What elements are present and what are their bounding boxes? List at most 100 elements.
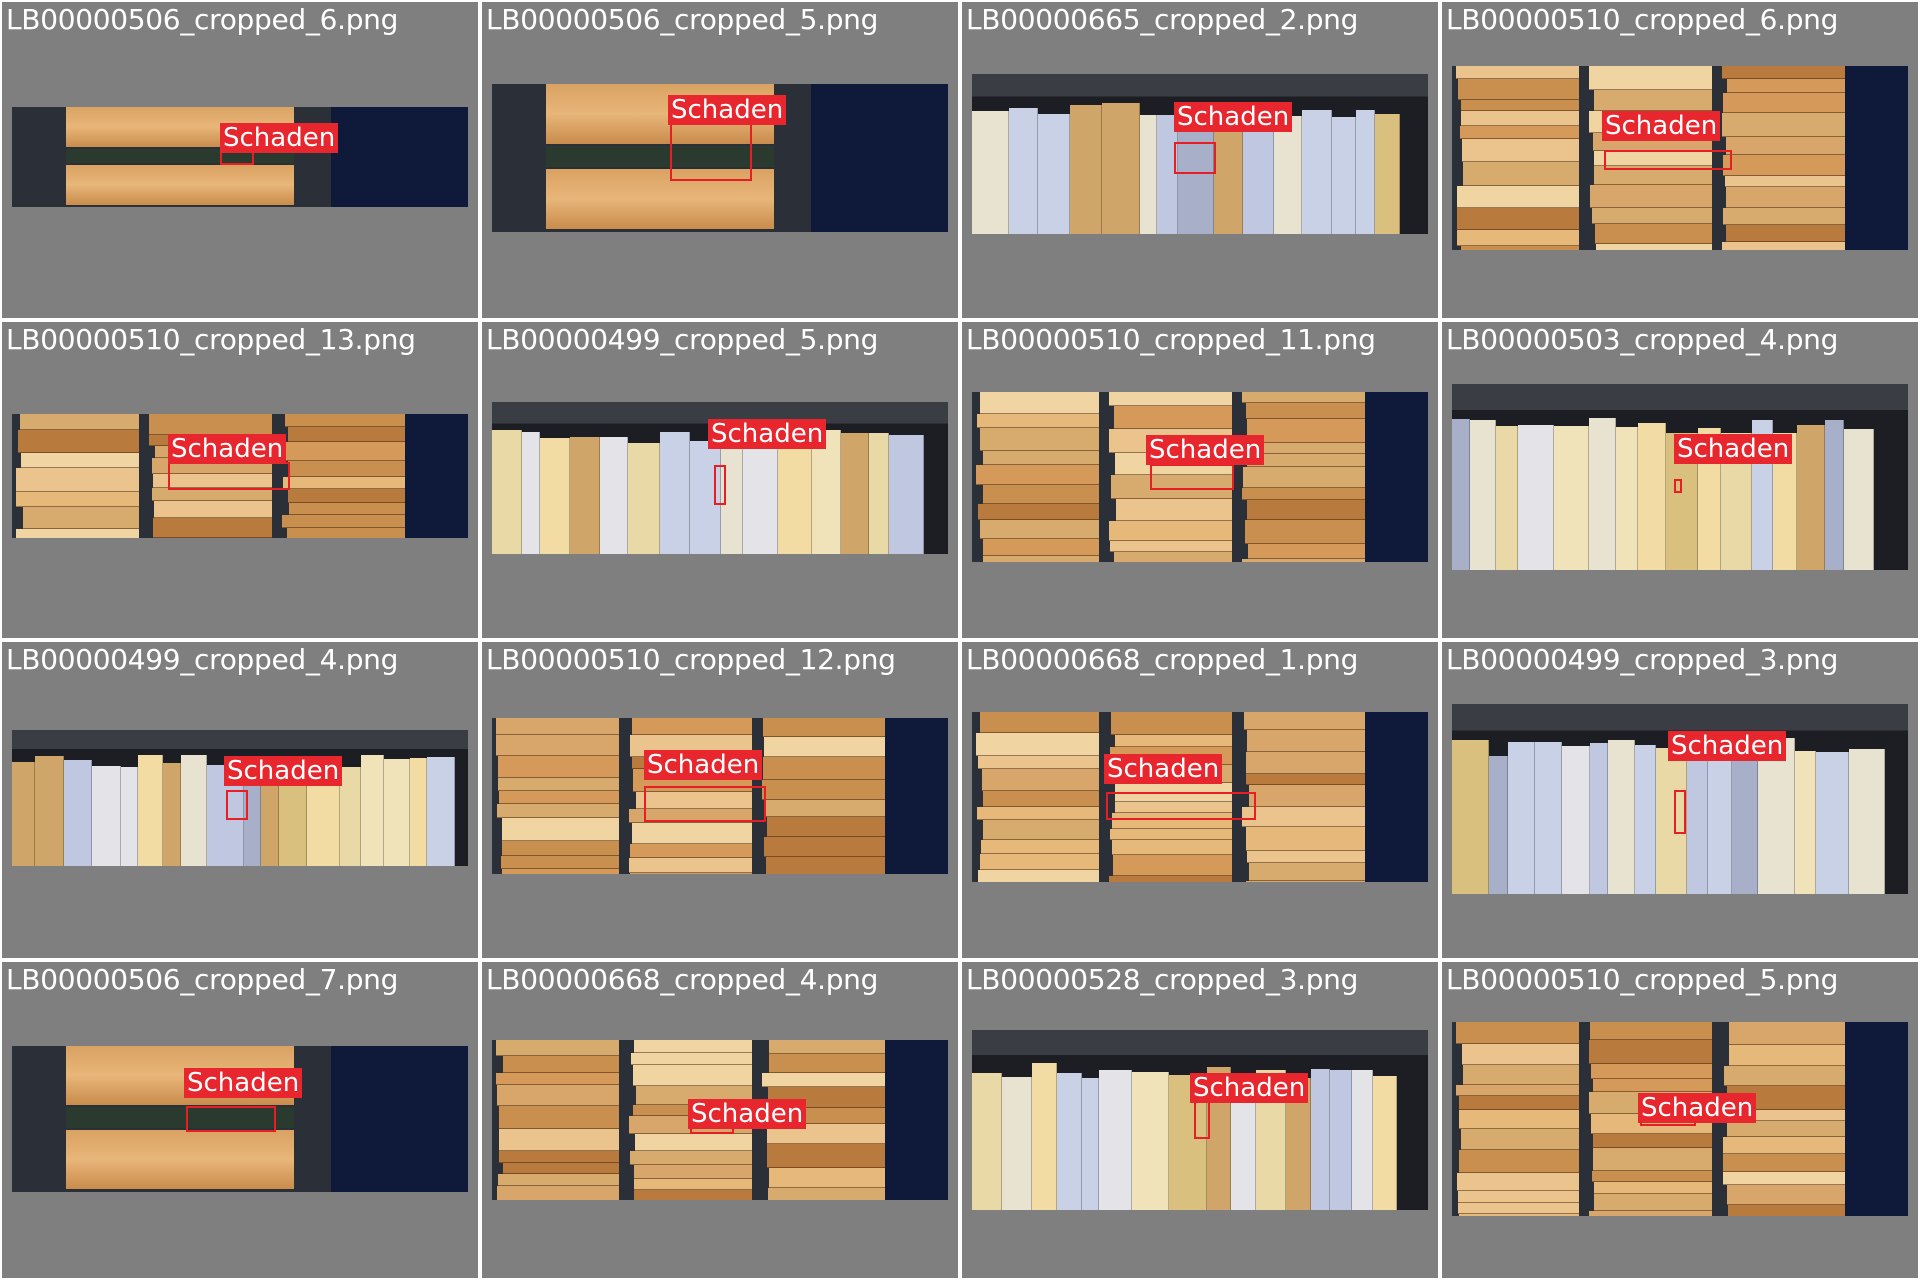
book-stack-item: [1594, 151, 1712, 166]
book-stack-item: [1724, 1066, 1845, 1086]
image-tile[interactable]: LB00000528_cropped_3.png Schaden: [962, 962, 1438, 1278]
book-stack-item: [1458, 1203, 1579, 1214]
book-stack-item: [976, 465, 1099, 485]
book-stack-item: [21, 453, 139, 468]
book-stack-item: [977, 414, 1099, 428]
book-stack-item: [762, 780, 885, 800]
book-stack-item: [1593, 1079, 1712, 1092]
book-spine: [12, 762, 35, 866]
book-spine: [1656, 748, 1687, 894]
book-stack-item: [1116, 499, 1232, 521]
book-stack-item: [1248, 544, 1365, 559]
image-tile[interactable]: LB00000499_cropped_5.png Schaden: [482, 322, 958, 638]
book-stack-item: [1247, 730, 1365, 752]
book-spine: [64, 760, 92, 866]
book-spine: [600, 437, 628, 554]
book-spine: [889, 435, 924, 554]
image-tile[interactable]: LB00000510_cropped_12.png Schaden: [482, 642, 958, 958]
book-block: [66, 1107, 294, 1128]
image-tile[interactable]: LB00000510_cropped_11.png Schaden: [962, 322, 1438, 638]
book-stack-item: [1457, 186, 1579, 208]
book-stack-item: [629, 858, 752, 873]
image-tile[interactable]: LB00000510_cropped_5.png Schaden: [1442, 962, 1918, 1278]
book-stack-item: [18, 430, 139, 453]
image-tile[interactable]: LB00000503_cropped_4.png Schaden: [1442, 322, 1918, 638]
book-stack-item: [1109, 876, 1232, 882]
book-stack-item: [1723, 1154, 1845, 1172]
book-stack-item: [980, 428, 1099, 451]
image-tile[interactable]: LB00000668_cropped_4.png Schaden: [482, 962, 958, 1278]
image-tile[interactable]: LB00000506_cropped_5.png Schaden: [482, 2, 958, 318]
image-tile[interactable]: LB00000665_cropped_2.png Schaden: [962, 2, 1438, 318]
book-spine: [1102, 103, 1140, 234]
tile-filename: LB00000510_cropped_13.png: [6, 323, 416, 356]
book-stack-item: [1460, 126, 1579, 139]
book-stack-item: [633, 1065, 752, 1086]
book-spine: [628, 443, 660, 554]
book-stack-item: [1112, 813, 1232, 829]
image-tile[interactable]: LB00000510_cropped_13.png Schaden: [2, 322, 478, 638]
book-spine: [1375, 114, 1400, 234]
book-spine: [522, 432, 540, 554]
image-tile[interactable]: LB00000510_cropped_6.png Schaden: [1442, 2, 1918, 318]
book-spine: [1082, 1078, 1099, 1210]
book-stack-item: [1458, 1191, 1579, 1203]
book-stack-item: [1456, 1085, 1579, 1096]
book-stack-item: [632, 718, 752, 735]
book-spine: [427, 757, 455, 866]
image-tile[interactable]: LB00000506_cropped_7.png Schaden: [2, 962, 478, 1278]
book-stack-item: [288, 461, 405, 477]
book-stack-item: [502, 841, 619, 856]
image-tile[interactable]: LB00000499_cropped_4.png Schaden: [2, 642, 478, 958]
book-stack-item: [634, 1179, 752, 1190]
book-stack-item: [983, 485, 1099, 504]
book-spine: [1590, 743, 1608, 894]
book-spine: [1708, 739, 1732, 894]
book-stack-item: [285, 414, 405, 427]
book-stack-item: [1249, 443, 1365, 454]
detection-box: [1106, 792, 1256, 820]
book-spine: [35, 756, 64, 866]
book-stack-item: [497, 1186, 619, 1200]
book-stack-item: [1242, 392, 1365, 403]
book-stack-item: [1243, 467, 1365, 488]
book-spine: [743, 435, 778, 554]
detection-box: [1674, 790, 1686, 834]
book-spine: [361, 755, 384, 866]
book-stack-item: [496, 1073, 619, 1085]
book-spine: [1732, 743, 1758, 894]
book-stack-item: [149, 414, 272, 435]
book-stack-item: [976, 733, 1099, 756]
book-stack-item: [501, 856, 619, 869]
book-stack-item: [1242, 488, 1365, 500]
book-stack-item: [496, 735, 619, 756]
detection-label: Schaden: [644, 750, 763, 780]
book-spine: [1311, 1069, 1330, 1210]
book-stack-item: [502, 869, 619, 874]
book-spine: [1554, 426, 1589, 570]
book-stack-item: [154, 501, 272, 518]
book-stack-item: [634, 1165, 752, 1179]
book-stack-item: [630, 844, 752, 858]
book-spine: [340, 767, 361, 866]
book-stack-item: [1109, 392, 1232, 406]
book-stack-item: [1726, 137, 1845, 155]
book-stack-item: [1725, 176, 1845, 187]
book-stack-item: [16, 492, 139, 507]
image-tile[interactable]: LB00000499_cropped_3.png Schaden: [1442, 642, 1918, 958]
book-spine: [812, 430, 841, 554]
book-spine: [181, 755, 207, 866]
image-tile[interactable]: LB00000506_cropped_6.png Schaden: [2, 2, 478, 318]
tile-filename: LB00000506_cropped_7.png: [6, 963, 399, 996]
book-stack-item: [1594, 90, 1712, 111]
book-stack-item: [499, 791, 619, 804]
book-stack-item: [1723, 208, 1845, 225]
book-spine: [1496, 426, 1518, 570]
tile-photo: [12, 730, 468, 866]
book-stack-item: [1461, 1129, 1579, 1150]
book-stack-item: [1456, 1022, 1579, 1044]
book-spine: [384, 759, 410, 866]
image-tile[interactable]: LB00000668_cropped_1.png Schaden: [962, 642, 1438, 958]
book-stack-item: [983, 539, 1099, 556]
